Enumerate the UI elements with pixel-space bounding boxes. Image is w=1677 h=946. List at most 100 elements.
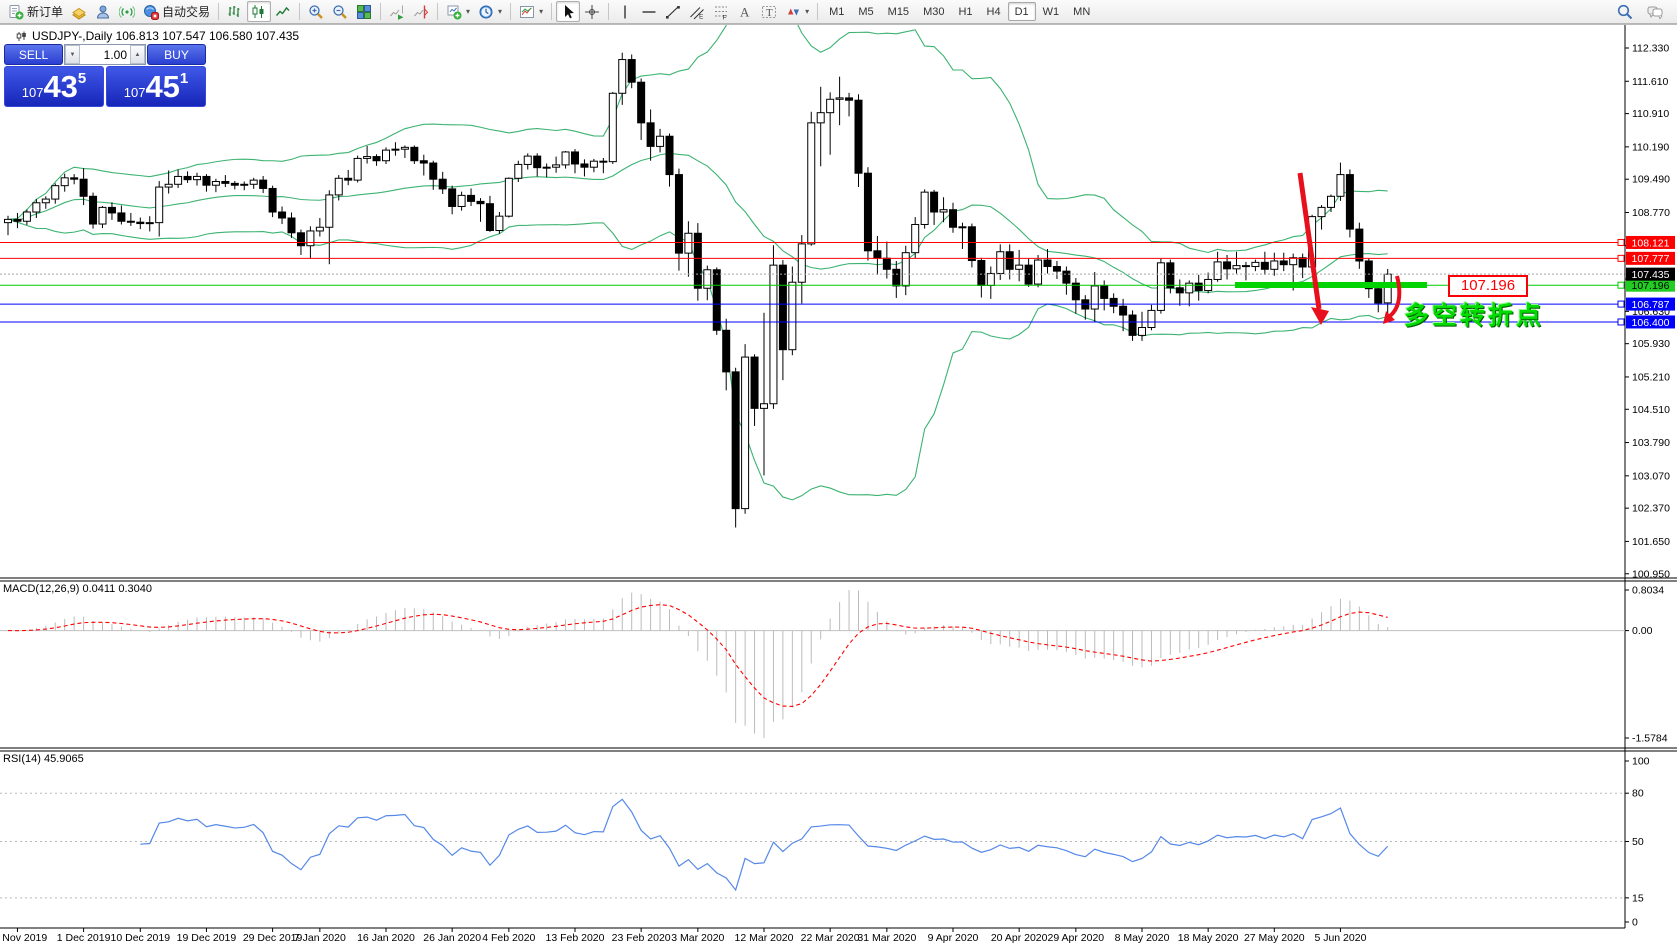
chart-file-button[interactable] bbox=[67, 1, 91, 22]
timeframe-h1-button[interactable]: H1 bbox=[951, 2, 979, 21]
indicator-list-button[interactable]: ▾ bbox=[515, 1, 547, 22]
new-order-icon bbox=[8, 4, 24, 20]
profile-button[interactable] bbox=[91, 1, 115, 22]
sell-price-base: 107 bbox=[21, 85, 44, 100]
trendline-icon bbox=[665, 4, 681, 20]
arrows-icon bbox=[785, 4, 801, 20]
chart-shift-button[interactable] bbox=[409, 1, 433, 22]
timeframe-m15-button[interactable]: M15 bbox=[881, 2, 916, 21]
volume-input[interactable] bbox=[80, 45, 130, 64]
vertical-line-icon bbox=[617, 4, 633, 20]
price-tick: 109.490 bbox=[1632, 174, 1670, 186]
price-tick: 104.510 bbox=[1632, 404, 1670, 416]
text-label-icon: T bbox=[761, 4, 777, 20]
chart-title-text: USDJPY-,Daily 106.813 107.547 106.580 10… bbox=[32, 29, 300, 43]
down-arrow bbox=[1297, 172, 1322, 310]
search-button[interactable] bbox=[1613, 1, 1637, 22]
date-tick: 23 Feb 2020 bbox=[612, 932, 671, 944]
timeframe-mn-button[interactable]: MN bbox=[1066, 2, 1097, 21]
bar-chart-icon bbox=[227, 4, 243, 20]
trendline-button[interactable] bbox=[661, 1, 685, 22]
date-tick: 13 Feb 2020 bbox=[546, 932, 605, 944]
candle-chart-button[interactable] bbox=[247, 1, 272, 22]
auto-scroll-button[interactable] bbox=[385, 1, 409, 22]
sell-button[interactable]: SELL bbox=[4, 44, 63, 65]
equidistant-channel-button[interactable]: E bbox=[685, 1, 709, 22]
buy-button[interactable]: BUY bbox=[147, 44, 206, 65]
price-tick: 110.910 bbox=[1632, 108, 1669, 120]
date-tick: 3 Mar 2020 bbox=[671, 932, 724, 944]
date-tick: 22 Mar 2020 bbox=[801, 932, 860, 944]
horizontal-line-button[interactable] bbox=[637, 1, 661, 22]
new-order-label: 新订单 bbox=[27, 5, 64, 19]
svg-text:A: A bbox=[740, 4, 750, 19]
chat-button[interactable] bbox=[1643, 1, 1667, 22]
fibonacci-button[interactable]: F bbox=[709, 1, 733, 22]
buy-price-pip: 1 bbox=[179, 70, 189, 87]
text-label-button[interactable]: T bbox=[757, 1, 781, 22]
line-handle bbox=[1617, 238, 1625, 246]
zoom-in-button[interactable] bbox=[304, 1, 328, 22]
buy-price-button[interactable]: 107 45 1 bbox=[106, 66, 206, 107]
date-tick: 19 Dec 2019 bbox=[177, 932, 237, 944]
timeframe-m5-button[interactable]: M5 bbox=[851, 2, 880, 21]
timeframe-h4-button[interactable]: H4 bbox=[980, 2, 1008, 21]
rsi-tick: 100 bbox=[1632, 756, 1650, 768]
bar-chart-button[interactable] bbox=[223, 1, 247, 22]
price-tick: 108.770 bbox=[1632, 207, 1670, 219]
buy-price-base: 107 bbox=[123, 85, 146, 100]
vertical-line-button[interactable] bbox=[613, 1, 637, 22]
date-tick: 12 Mar 2020 bbox=[735, 932, 794, 944]
line-handle bbox=[1617, 318, 1625, 326]
date-tick: 26 Jan 2020 bbox=[423, 932, 481, 944]
new-chart-button[interactable]: ▾ bbox=[442, 1, 474, 22]
volume-increase-button[interactable]: ▲ bbox=[130, 45, 145, 64]
date-tick: 18 May 2020 bbox=[1178, 932, 1239, 944]
price-tick: 110.190 bbox=[1632, 141, 1669, 153]
tile-windows-icon bbox=[356, 4, 372, 20]
sell-price-big: 43 bbox=[43, 69, 78, 104]
date-tick: 29 Apr 2020 bbox=[1048, 932, 1105, 944]
macd-indicator-label: MACD(12,26,9) 0.0411 0.3040 bbox=[3, 583, 152, 595]
period-button[interactable]: ▾ bbox=[474, 1, 506, 22]
timeframe-d1-button[interactable]: D1 bbox=[1007, 2, 1036, 21]
sell-price-button[interactable]: 107 43 5 bbox=[4, 66, 104, 107]
crosshair-button[interactable] bbox=[580, 1, 604, 22]
date-tick: 7 Jan 2020 bbox=[294, 932, 346, 944]
toolbar-separator bbox=[299, 3, 301, 20]
volume-decrease-button[interactable]: ▼ bbox=[65, 45, 80, 64]
volume-stepper: ▼ ▲ bbox=[64, 44, 146, 65]
main-price-panel bbox=[0, 25, 1625, 528]
zoom-out-button[interactable] bbox=[328, 1, 352, 22]
chevron-down-icon: ▾ bbox=[539, 7, 544, 16]
signal-button[interactable] bbox=[115, 1, 139, 22]
auto-trading-button[interactable]: 自动交易 bbox=[139, 1, 214, 22]
chat-icon bbox=[1647, 4, 1663, 20]
tile-windows-button[interactable] bbox=[352, 1, 376, 22]
text-button[interactable]: A bbox=[733, 1, 757, 22]
timeframe-w1-button[interactable]: W1 bbox=[1036, 2, 1067, 21]
line-chart-button[interactable] bbox=[271, 1, 295, 22]
timeframe-m1-button[interactable]: M1 bbox=[822, 2, 851, 21]
chart-canvas[interactable]: 112.330 111.610 110.910 110.190 109.490 108.7… bbox=[0, 24, 1677, 946]
svg-text:106.400: 106.400 bbox=[1632, 317, 1670, 329]
symbol-icon bbox=[16, 31, 26, 41]
price-tag-107.196 bbox=[1626, 278, 1675, 292]
price-tick: 112.330 bbox=[1632, 43, 1669, 55]
toolbar-separator bbox=[817, 3, 819, 20]
price-tick: 103.070 bbox=[1632, 470, 1670, 482]
rsi-tick: 80 bbox=[1632, 788, 1644, 800]
date-tick: 9 Apr 2020 bbox=[928, 932, 979, 944]
price-tag-107.435 bbox=[1626, 267, 1675, 281]
text-icon: A bbox=[737, 4, 753, 20]
cursor-button[interactable] bbox=[556, 1, 581, 22]
new-order-button[interactable]: 新订单 bbox=[4, 1, 67, 22]
chart-ohlc-title: USDJPY-,Daily 106.813 107.547 106.580 10… bbox=[16, 29, 299, 43]
cursor-icon bbox=[560, 4, 576, 20]
chart-annotations bbox=[1235, 172, 1427, 325]
date-tick: 31 Mar 2020 bbox=[857, 932, 916, 944]
timeframe-m30-button[interactable]: M30 bbox=[916, 2, 951, 21]
toolbar-separator bbox=[510, 3, 512, 20]
arrows-button[interactable]: ▾ bbox=[781, 1, 813, 22]
